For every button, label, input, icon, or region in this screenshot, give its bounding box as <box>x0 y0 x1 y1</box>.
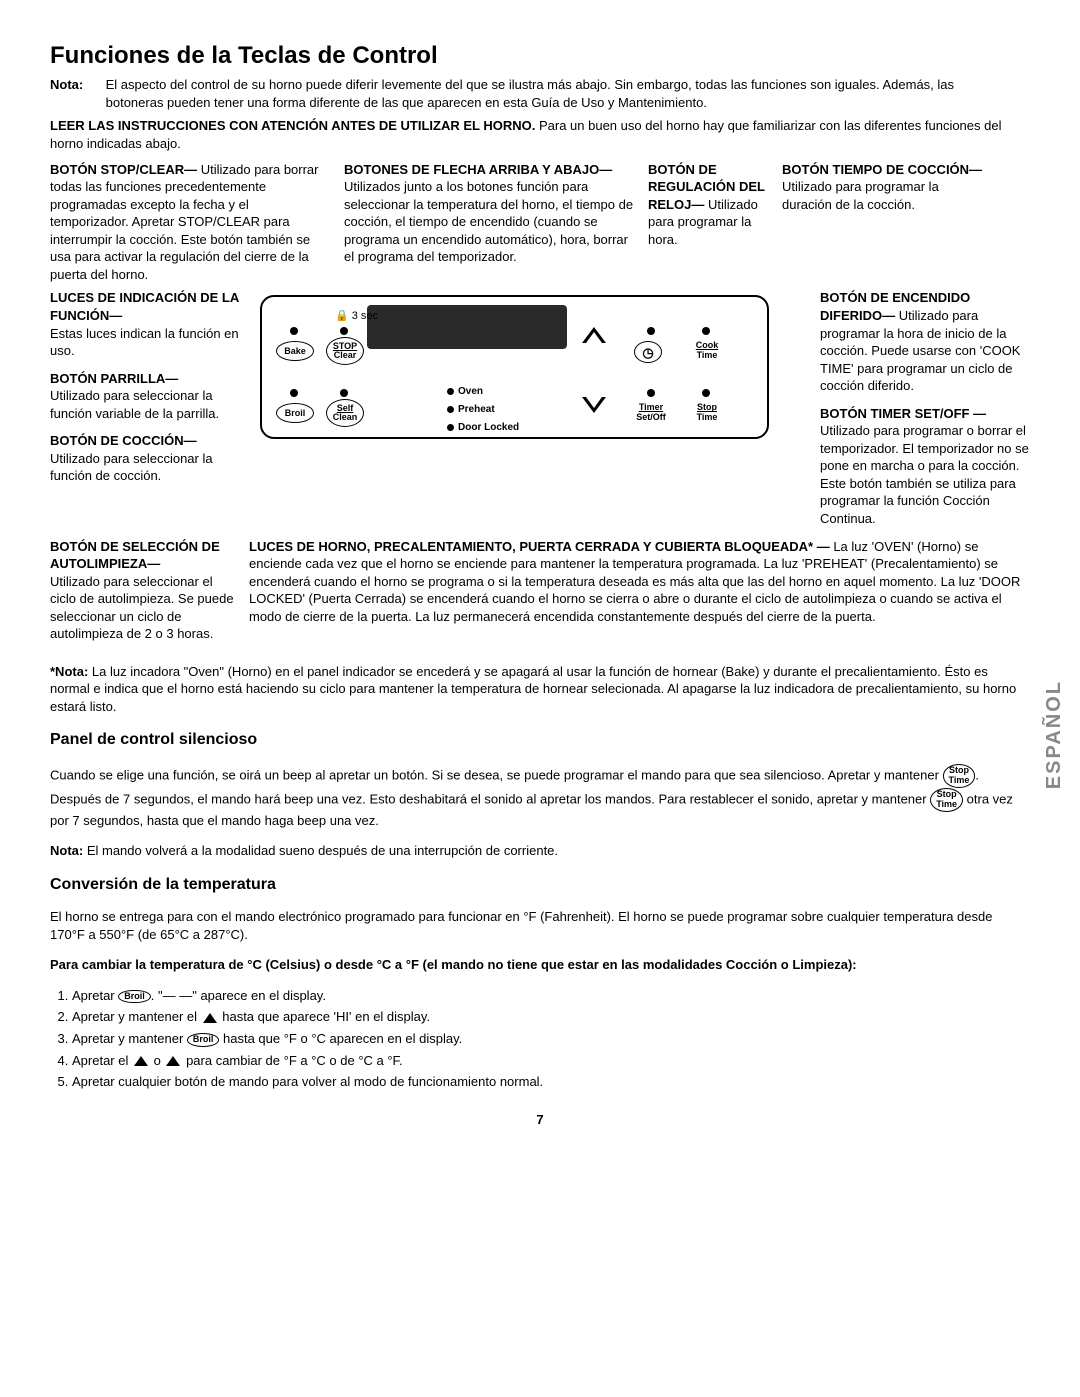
cooktime-dot <box>702 327 710 335</box>
arrows-body: Utilizados junto a los botones función p… <box>344 179 633 264</box>
timerset-title: BOTÓN TIMER SET/OFF — <box>820 406 986 421</box>
bake-button[interactable]: Bake <box>276 341 314 361</box>
col-cooktime: BOTÓN TIEMPO DE COCCIÓN— Utilizado para … <box>782 161 992 214</box>
top-columns: BOTÓN STOP/CLEAR— Utilizado para borrar … <box>50 161 1030 284</box>
espanol-side-label: ESPAÑOL <box>1041 680 1068 789</box>
up-arrow-icon[interactable] <box>582 327 606 343</box>
nota-label: Nota: <box>50 76 102 94</box>
nota-text: El aspecto del control de su horno puede… <box>106 76 1006 111</box>
up-arrow-inline-icon-2 <box>134 1056 148 1066</box>
nota-block: Nota: El aspecto del control de su horno… <box>50 76 1030 111</box>
clock-button[interactable]: ◷ <box>634 341 662 363</box>
auto-title: BOTÓN DE SELECCIÓN DE AUTOLIMPIEZA— <box>50 539 220 572</box>
up-arrow-inline-icon-3 <box>166 1056 180 1066</box>
cooktime-button[interactable]: Cook Time <box>690 341 724 360</box>
col-arrows: BOTONES DE FLECHA ARRIBA Y ABAJO— Utiliz… <box>344 161 634 266</box>
bottom-section: BOTÓN DE SELECCIÓN DE AUTOLIMPIEZA— Util… <box>50 538 1030 653</box>
conversion-steps: Apretar Broil. "— —" aparece en el displ… <box>50 987 1030 1091</box>
broil-inline-icon-2: Broil <box>187 1033 220 1047</box>
footnote-text: La luz incadora "Oven" (Horno) en el pan… <box>50 664 1016 714</box>
cook-l2: Time <box>697 350 718 360</box>
col-stopclear: BOTÓN STOP/CLEAR— Utilizado para borrar … <box>50 161 330 284</box>
leer-line: LEER LAS INSTRUCCIONES CON ATENCIÓN ANTE… <box>50 117 1030 152</box>
broil-button[interactable]: Broil <box>276 403 314 423</box>
bake-dot <box>290 327 298 335</box>
stoptime-l2: Time <box>697 412 718 422</box>
stopclear-button[interactable]: STOP Clear <box>326 337 364 365</box>
timer-dot <box>647 389 655 397</box>
luceshorno-title: LUCES DE HORNO, PRECALENTAMIENTO, PUERTA… <box>249 539 830 554</box>
lock-icon: 🔒 3 sec <box>335 309 378 324</box>
timerset-body: Utilizado para programar o borrar el tem… <box>820 423 1029 526</box>
silencioso-nota: Nota: El mando volverá a la modalidad su… <box>50 842 1030 860</box>
page-title: Funciones de la Teclas de Control <box>50 40 1030 72</box>
control-panel-diagram: 🔒 3 sec Bake STOP Clear ◷ Cook Time B <box>260 289 810 449</box>
parrilla-body: Utilizado para seleccionar la función va… <box>50 388 219 421</box>
selfclean-l2: Clean <box>333 413 358 422</box>
stoptime-inline-icon-2: StopTime <box>930 788 963 812</box>
broil-inline-icon: Broil <box>118 990 151 1004</box>
arrows-title: BOTONES DE FLECHA ARRIBA Y ABAJO— <box>344 162 612 177</box>
step-5: Apretar cualquier botón de mando para vo… <box>72 1073 1030 1091</box>
col-reloj: BOTÓN DE REGULACIÓN DEL RELOJ— Utilizado… <box>648 161 768 249</box>
right-labels: BOTÓN DE ENCENDIDO DIFERIDO— Utilizado p… <box>820 289 1030 537</box>
footnote: *Nota: La luz incadora "Oven" (Horno) en… <box>50 663 1030 716</box>
left-labels: LUCES DE INDICACIÓN DE LA FUNCIÓN— Estas… <box>50 289 250 494</box>
step-4: Apretar el o para cambiar de °F a °C o d… <box>72 1052 1030 1070</box>
auto-body: Utilizado para seleccionar el ciclo de a… <box>50 574 234 642</box>
stopclear-l2: Clear <box>334 351 357 360</box>
broil-dot <box>290 389 298 397</box>
cooktime-title: BOTÓN TIEMPO DE COCCIÓN— <box>782 162 982 177</box>
stoptime-dot <box>702 389 710 397</box>
luces-title: LUCES DE INDICACIÓN DE LA FUNCIÓN— <box>50 290 239 323</box>
doorlocked-light: Door Locked <box>447 421 519 435</box>
stoptime-button[interactable]: Stop Time <box>690 403 724 422</box>
conversion-bold: Para cambiar la temperatura de °C (Celsi… <box>50 956 1030 974</box>
up-arrow-inline-icon <box>203 1013 217 1023</box>
cooktime-body: Utilizado para programar la duración de … <box>782 179 939 212</box>
clock-dot <box>647 327 655 335</box>
selfclean-dot <box>340 389 348 397</box>
parrilla-title: BOTÓN PARRILLA— <box>50 371 178 386</box>
coccion-body: Utilizado para seleccionar la función de… <box>50 451 213 484</box>
down-arrow-icon[interactable] <box>582 397 606 413</box>
step-2: Apretar y mantener el hasta que aparece … <box>72 1008 1030 1026</box>
stoptime-inline-icon: StopTime <box>943 764 976 788</box>
conversion-heading: Conversión de la temperatura <box>50 874 1030 896</box>
stopclear-body: Utilizado para borrar todas las funcione… <box>50 162 319 282</box>
timer-l2: Set/Off <box>636 412 666 422</box>
conversion-para: El horno se entrega para con el mando el… <box>50 908 1030 943</box>
page-number: 7 <box>50 1111 1030 1129</box>
silencioso-heading: Panel de control silencioso <box>50 729 1030 751</box>
step-3: Apretar y mantener Broil hasta que °F o … <box>72 1030 1030 1048</box>
silencioso-para: Cuando se elige una función, se oirá un … <box>50 764 1030 829</box>
coccion-title: BOTÓN DE COCCIÓN— <box>50 433 197 448</box>
selfclean-button[interactable]: Self Clean <box>326 399 364 427</box>
timer-button[interactable]: Timer Set/Off <box>634 403 668 422</box>
step-1: Apretar Broil. "— —" aparece en el displ… <box>72 987 1030 1005</box>
lcd-display <box>367 305 567 349</box>
stopclear-title: BOTÓN STOP/CLEAR— <box>50 162 197 177</box>
leer-bold: LEER LAS INSTRUCCIONES CON ATENCIÓN ANTE… <box>50 118 535 133</box>
luces-body: Estas luces indican la función en uso. <box>50 326 239 359</box>
preheat-light: Preheat <box>447 403 495 417</box>
oven-light: Oven <box>447 385 483 399</box>
stopclear-dot <box>340 327 348 335</box>
